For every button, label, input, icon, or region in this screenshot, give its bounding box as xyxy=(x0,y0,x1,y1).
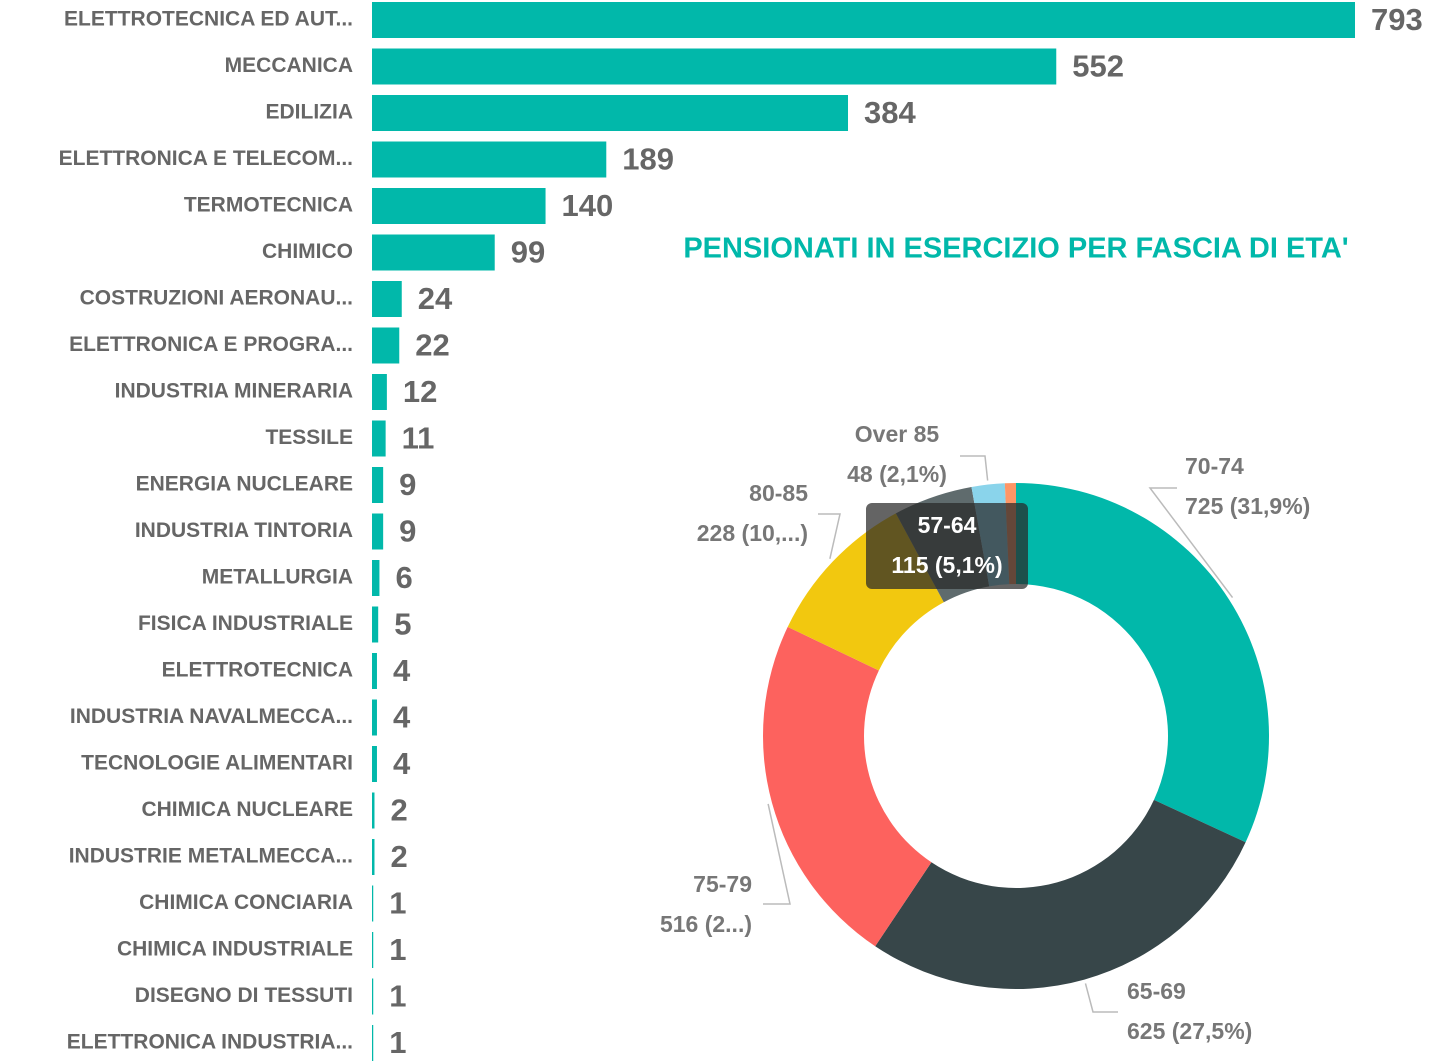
value-label: 6 xyxy=(395,560,412,595)
value-label: 4 xyxy=(393,700,411,735)
category-label: MECCANICA xyxy=(225,54,353,77)
value-label: 793 xyxy=(1371,2,1423,37)
bar xyxy=(372,606,379,643)
value-label: 140 xyxy=(562,188,614,223)
value-label: 1 xyxy=(389,886,406,921)
bar xyxy=(372,792,375,829)
value-label: 552 xyxy=(1072,49,1124,84)
category-label: TECNOLOGIE ALIMENTARI xyxy=(81,752,353,775)
leader-line xyxy=(960,455,989,481)
tooltip-box xyxy=(866,503,1028,589)
category-label: INDUSTRIE METALMECCA... xyxy=(69,845,353,868)
slice-name: 80-85 xyxy=(749,480,808,506)
value-label: 5 xyxy=(394,607,411,642)
value-label: 2 xyxy=(390,793,407,828)
value-label: 4 xyxy=(393,653,411,688)
bar xyxy=(372,560,380,596)
value-label: 1 xyxy=(389,1025,406,1060)
leader-line xyxy=(818,513,841,559)
bar xyxy=(372,281,402,317)
bar xyxy=(372,839,375,875)
value-label: 12 xyxy=(403,374,437,409)
slice-value: 228 (10,...) xyxy=(697,520,808,546)
category-label: EDILIZIA xyxy=(266,101,354,124)
value-label: 4 xyxy=(393,746,411,781)
value-label: 1 xyxy=(389,932,406,967)
value-label: 99 xyxy=(511,235,545,270)
bar xyxy=(372,327,400,364)
slice-name: 70-74 xyxy=(1185,453,1244,479)
category-label: ENERGIA NUCLEARE xyxy=(136,473,353,496)
slice-name: Over 85 xyxy=(855,421,940,447)
donut-slice xyxy=(875,799,1246,990)
category-label: ELETTRONICA INDUSTRIA... xyxy=(67,1031,353,1054)
value-label: 11 xyxy=(402,421,435,456)
value-label: 9 xyxy=(399,467,416,502)
bar xyxy=(372,234,495,271)
value-label: 189 xyxy=(622,142,674,177)
value-label: 22 xyxy=(415,328,449,363)
slice-value: 115 (5,1%) xyxy=(891,552,1002,578)
donut-title: PENSIONATI IN ESERCIZIO PER FASCIA DI ET… xyxy=(683,233,1348,265)
bar xyxy=(372,95,849,131)
category-label: CHIMICO xyxy=(262,240,353,263)
bar xyxy=(372,699,377,736)
bar xyxy=(372,885,374,922)
bar xyxy=(372,188,546,224)
bar xyxy=(372,653,377,689)
category-label: INDUSTRIA NAVALMECCA... xyxy=(70,705,353,728)
bar xyxy=(372,141,607,178)
bar xyxy=(372,374,387,410)
slice-value: 625 (27,5%) xyxy=(1127,1018,1252,1044)
category-label: METALLURGIA xyxy=(202,566,353,589)
slice-value: 48 (2,1%) xyxy=(847,461,947,487)
bar xyxy=(372,1025,374,1061)
category-label: ELETTROTECNICA ED AUT... xyxy=(64,8,353,31)
slice-value: 516 (2...) xyxy=(660,911,752,937)
bar xyxy=(372,513,384,550)
category-label: CHIMICA INDUSTRIALE xyxy=(117,938,353,961)
value-label: 1 xyxy=(389,979,406,1014)
leader-line xyxy=(1148,487,1234,599)
leader-line xyxy=(763,803,791,905)
bar xyxy=(372,467,384,503)
bar xyxy=(372,746,377,782)
category-label: INDUSTRIA MINERARIA xyxy=(115,380,353,403)
donut-slice xyxy=(1016,483,1270,843)
slice-name: 57-64 xyxy=(918,512,977,538)
slice-name: 65-69 xyxy=(1127,978,1186,1004)
category-label: DISEGNO DI TESSUTI xyxy=(135,984,353,1007)
bar xyxy=(372,978,374,1015)
category-label: INDUSTRIA TINTORIA xyxy=(135,519,353,542)
category-label: CHIMICA CONCIARIA xyxy=(139,891,353,914)
value-label: 384 xyxy=(864,95,916,130)
slice-name: 75-79 xyxy=(693,871,752,897)
value-label: 9 xyxy=(399,514,416,549)
category-label: ELETTRONICA E PROGRA... xyxy=(69,333,353,356)
category-label: COSTRUZIONI AERONAU... xyxy=(80,287,353,310)
leader-line xyxy=(1084,983,1118,1013)
category-label: FISICA INDUSTRIALE xyxy=(138,612,353,635)
value-label: 2 xyxy=(390,839,407,874)
category-label: CHIMICA NUCLEARE xyxy=(141,798,353,821)
category-label: ELETTROTECNICA xyxy=(162,659,353,682)
bar xyxy=(372,2,1356,38)
bar xyxy=(372,420,386,457)
bar xyxy=(372,48,1057,85)
donut-slice xyxy=(762,626,932,947)
category-label: TESSILE xyxy=(265,426,353,449)
value-label: 24 xyxy=(418,281,453,316)
category-label: ELETTRONICA E TELECOM... xyxy=(59,147,353,170)
slice-value: 725 (31,9%) xyxy=(1185,493,1310,519)
category-label: TERMOTECNICA xyxy=(184,194,353,217)
bar xyxy=(372,932,374,968)
